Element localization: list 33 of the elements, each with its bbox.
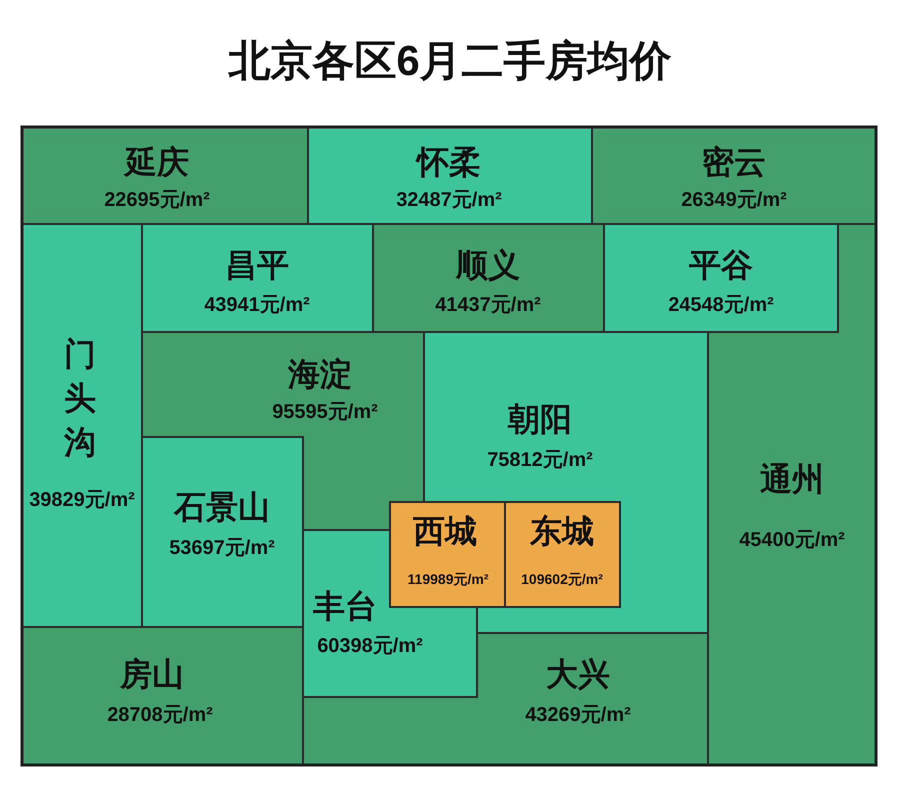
data-label: 24548元/m² bbox=[668, 294, 774, 316]
category-label: 丰台 bbox=[312, 588, 377, 624]
category-label: 朝阳 bbox=[507, 401, 572, 437]
category-label: 平谷 bbox=[688, 247, 753, 283]
category-label: 门头沟 bbox=[63, 336, 96, 460]
data-label: 22695元/m² bbox=[104, 189, 210, 211]
data-label: 95595元/m² bbox=[272, 401, 378, 423]
category-label: 石景山 bbox=[173, 489, 270, 525]
category-label: 通州 bbox=[760, 461, 824, 497]
category-label: 房山 bbox=[119, 656, 184, 692]
data-label: 75812元/m² bbox=[487, 449, 594, 471]
data-label: 43269元/m² bbox=[525, 704, 632, 726]
text: 北京各区6月二手房均价 bbox=[227, 37, 673, 84]
category-label: 东城 bbox=[529, 513, 594, 549]
category-label: 怀柔 bbox=[415, 144, 481, 180]
data-label: 60398元/m² bbox=[317, 635, 424, 657]
category-label: 延庆 bbox=[123, 144, 189, 180]
category-label: 顺义 bbox=[455, 247, 520, 283]
data-label: 45400元/m² bbox=[739, 529, 846, 551]
data-label: 39829元/m² bbox=[29, 489, 136, 511]
category-label: 海淀 bbox=[287, 356, 352, 392]
data-label: 109602元/m² bbox=[521, 571, 604, 587]
category-label: 大兴 bbox=[546, 656, 610, 692]
category-label: 昌平 bbox=[225, 247, 289, 283]
category-label: 西城 bbox=[412, 513, 477, 549]
data-label: 41437元/m² bbox=[435, 294, 542, 316]
data-label: 43941元/m² bbox=[204, 294, 310, 316]
category-label: 密云 bbox=[702, 144, 766, 180]
data-label: 119989元/m² bbox=[408, 571, 489, 587]
data-label: 28708元/m² bbox=[107, 704, 214, 726]
data-label: 53697元/m² bbox=[169, 537, 276, 559]
data-label: 32487元/m² bbox=[396, 189, 502, 211]
data-label: 26349元/m² bbox=[681, 189, 788, 211]
